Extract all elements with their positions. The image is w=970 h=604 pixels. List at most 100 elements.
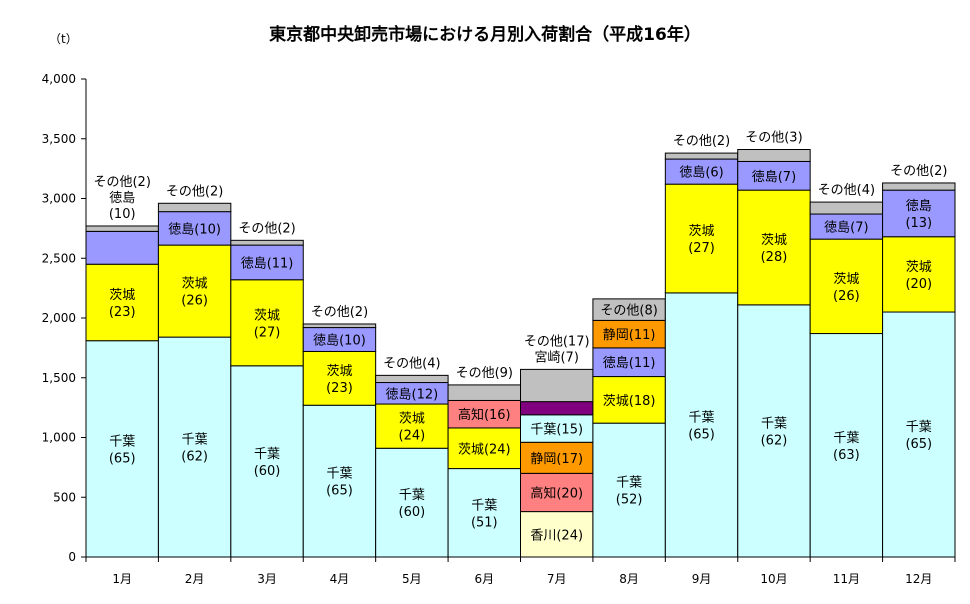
bar-segment — [85, 230, 159, 265]
x-axis: 1月 2月 3月 4月 5月 6月 7月 8月 9月 10月 11月 12月 — [85, 556, 956, 586]
segment-label-outside: その他(2) — [238, 221, 295, 236]
y-tick-label: 3,000 — [42, 192, 76, 206]
segment-label: 千葉 — [109, 434, 135, 449]
segment-label: 千葉 — [326, 467, 352, 482]
bar-segment — [520, 368, 594, 403]
x-tick-label: 6月 — [474, 572, 494, 586]
segment-label: 千葉 — [761, 416, 787, 431]
bar-segment — [302, 323, 377, 329]
bar-segment — [809, 201, 884, 215]
segment-label: 高知(20) — [530, 485, 583, 501]
bar-segment — [882, 189, 956, 238]
bar-segment — [737, 189, 811, 306]
bar-segment — [664, 158, 739, 185]
segment-label: 千葉 — [833, 431, 859, 446]
segment-label-outside: その他(2) — [311, 305, 368, 320]
bar-segment — [157, 211, 232, 246]
segment-label: 茨城 — [761, 233, 787, 248]
segment-label: (60) — [399, 505, 426, 520]
segment-label-outside: その他(2) — [890, 164, 947, 179]
segment-label-outside: (10) — [109, 207, 136, 222]
segment-label: 徳島(7) — [752, 170, 796, 185]
bar-segment — [809, 213, 884, 240]
bar-segment — [85, 263, 159, 342]
y-tick-label: 0 — [68, 550, 76, 564]
segment-label: 徳島 — [906, 199, 932, 214]
segment-label: (65) — [109, 451, 136, 466]
segment-labels: 千葉(65)茨城(23)その他(2)徳島(10)千葉(62)茨城(26)徳島(1… — [93, 131, 947, 544]
segment-label: 茨城 — [906, 260, 932, 275]
bar-segment — [520, 441, 594, 474]
bar-segment — [157, 244, 232, 338]
segment-label: (51) — [471, 515, 498, 530]
segment-label: (20) — [905, 277, 932, 292]
x-tick-label: 7月 — [547, 572, 567, 586]
bar-segment — [809, 333, 884, 558]
segment-label: (63) — [833, 448, 860, 463]
x-tick-label: 9月 — [692, 572, 712, 586]
segment-label: 徳島(10) — [313, 334, 366, 349]
segment-label: (13) — [905, 216, 932, 231]
segment-label: (26) — [833, 289, 860, 304]
bar-segment — [375, 447, 449, 558]
bar-segment — [664, 152, 739, 160]
x-tick-label: 8月 — [619, 572, 639, 586]
segment-label: 茨城 — [833, 272, 859, 287]
segment-label-outside: 宮崎(7) — [534, 349, 578, 365]
segment-label-outside: その他(4) — [383, 356, 440, 371]
segment-label-outside: その他(17) — [524, 334, 590, 349]
bar-segment — [520, 414, 594, 443]
segment-label: (60) — [254, 464, 281, 479]
bar-segment — [664, 292, 739, 558]
segment-label: (65) — [905, 437, 932, 452]
segment-label: 徳島(11) — [603, 356, 656, 371]
segment-label: 茨城 — [182, 277, 208, 292]
segment-label: 千葉 — [399, 488, 425, 503]
segment-label: 茨城 — [326, 364, 352, 379]
segment-label: (62) — [761, 433, 788, 448]
y-tick-label: 1,000 — [42, 431, 76, 445]
segment-label: 香川(24) — [530, 528, 583, 543]
bar-segment — [592, 347, 666, 378]
bar-segment — [809, 238, 884, 335]
segment-label: (23) — [109, 305, 136, 320]
y-tick-label: 500 — [53, 490, 76, 504]
bar-segment — [520, 401, 594, 416]
segment-label: 静岡(17) — [530, 452, 583, 467]
y-tick-label: 1,500 — [42, 371, 76, 385]
bar-segment — [85, 225, 159, 232]
bar-segment — [520, 511, 594, 558]
segment-label: 茨城 — [254, 308, 280, 323]
segment-label: 茨城 — [109, 288, 135, 303]
segment-label: 千葉 — [616, 476, 642, 491]
bar-segment — [882, 182, 956, 191]
segment-label: 千葉 — [689, 410, 715, 425]
bar-segment — [447, 427, 522, 470]
segment-label: 千葉(15) — [530, 423, 583, 438]
segment-label: (52) — [616, 493, 643, 508]
x-tick-label: 5月 — [402, 572, 422, 586]
segment-label: 茨城(18) — [603, 394, 656, 409]
bar-segment — [230, 279, 304, 367]
bar-segment — [447, 384, 522, 401]
bar-segment — [230, 244, 304, 281]
segment-label-outside: 徳島 — [109, 191, 135, 206]
x-tick-label: 3月 — [257, 572, 277, 586]
bar-segment — [375, 403, 449, 449]
bar-segment — [592, 319, 666, 349]
segment-label: (65) — [326, 484, 353, 499]
segment-label-outside: その他(9) — [456, 366, 513, 381]
bar-segment — [157, 202, 232, 213]
bar-segment — [882, 311, 956, 558]
bar-segment — [230, 239, 304, 246]
x-tick-label: 4月 — [330, 572, 350, 586]
segment-label: 高知(16) — [458, 407, 511, 423]
segment-label: 千葉 — [906, 420, 932, 435]
segment-label: 茨城 — [689, 224, 715, 239]
segment-label: 茨城 — [399, 412, 425, 427]
y-tick-label: 2,000 — [42, 311, 76, 325]
segment-label: (65) — [688, 427, 715, 442]
x-tick-label: 12月 — [905, 572, 932, 586]
segment-label: 千葉 — [254, 447, 280, 462]
